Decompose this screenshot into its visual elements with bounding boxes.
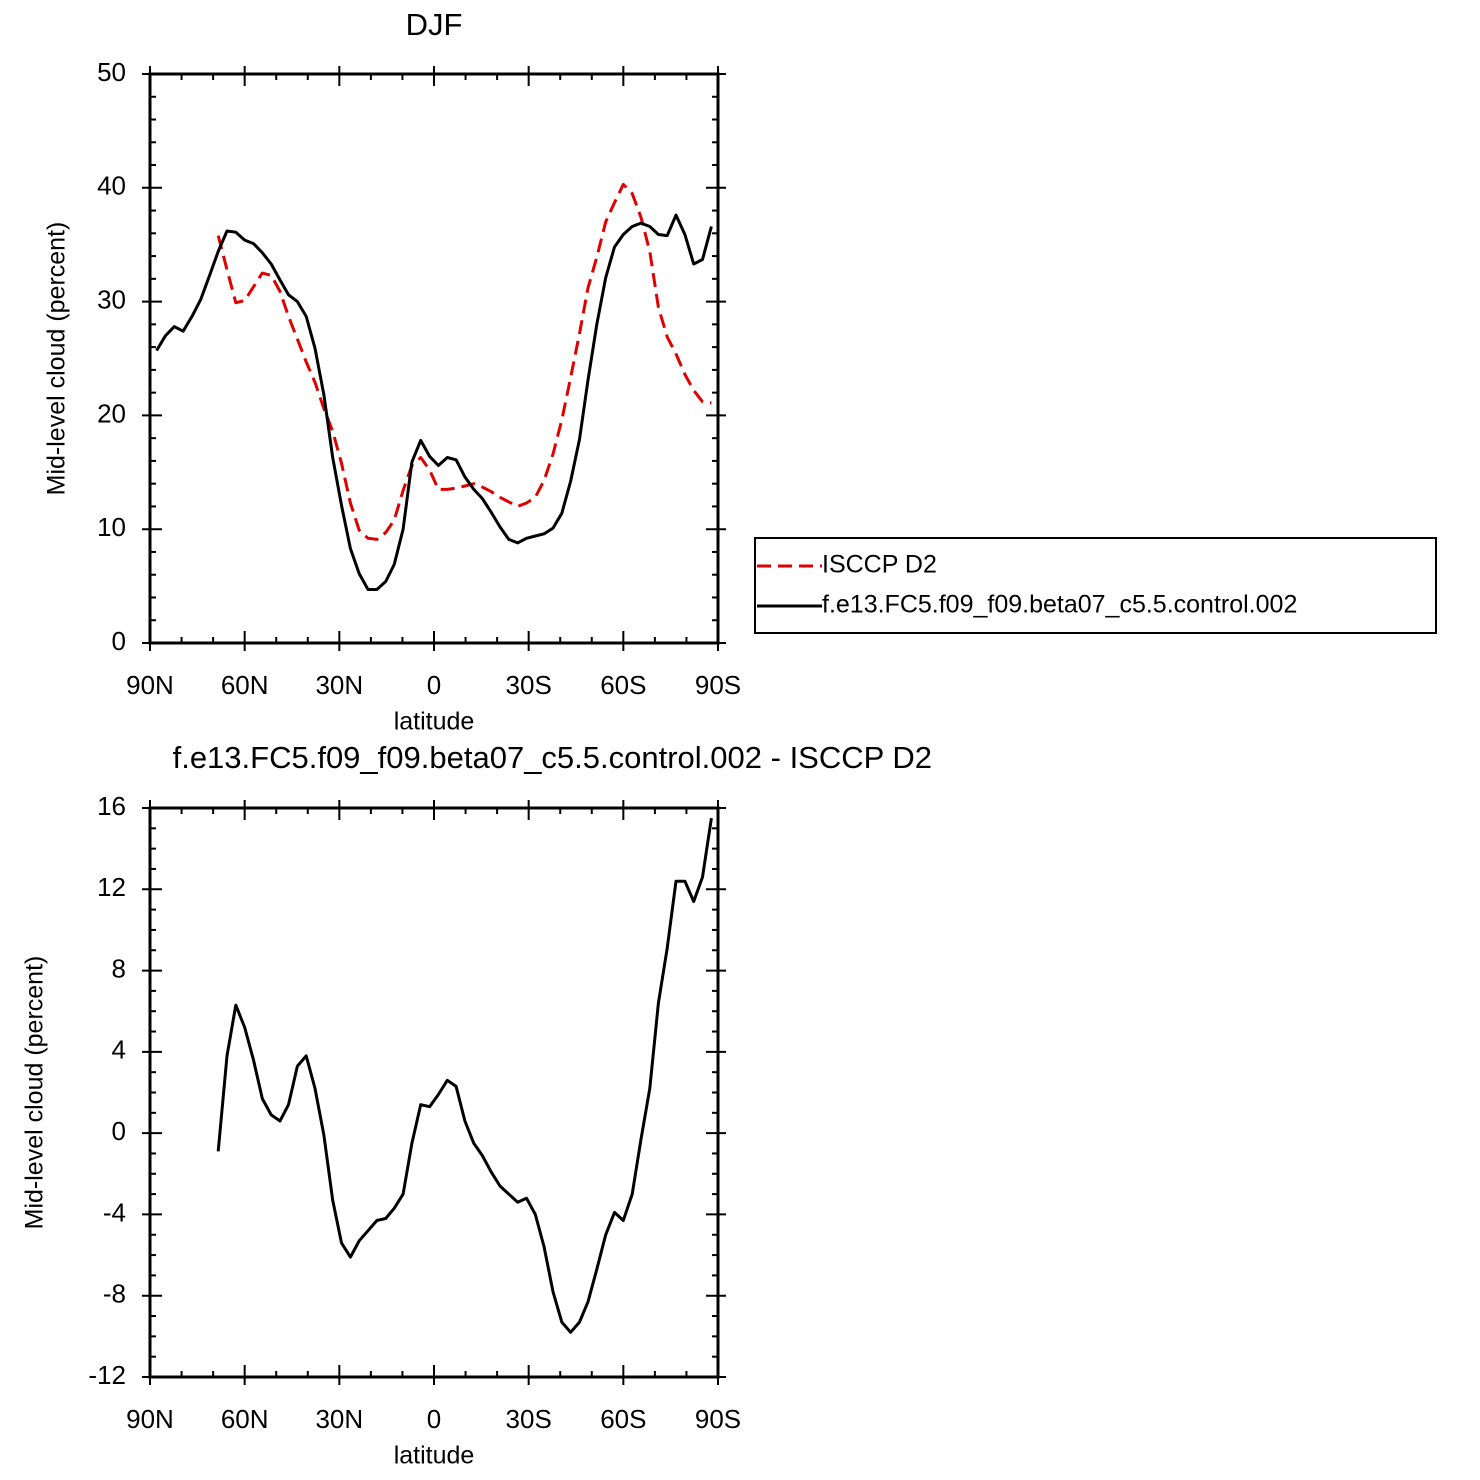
y-tick-label: -12 — [88, 1360, 126, 1390]
x-tick-label: 0 — [427, 670, 441, 700]
y-tick-label: 0 — [112, 626, 126, 656]
y-tick-label: 12 — [97, 872, 126, 902]
legend-label: ISCCP D2 — [822, 551, 937, 579]
y-tick-label: 50 — [97, 57, 126, 87]
y-axis-label: Mid-level cloud (percent) — [21, 956, 49, 1230]
x-tick-label: 90N — [126, 670, 174, 700]
legend-box — [754, 537, 1437, 634]
y-tick-label: 4 — [112, 1035, 126, 1065]
x-tick-label: 90S — [695, 670, 741, 700]
y-tick-label: 8 — [112, 953, 126, 983]
legend: ISCCP D2 f.e13.FC5.f09_f09.beta07_c5.5.co… — [754, 537, 1437, 634]
x-tick-label: 90N — [126, 1404, 174, 1434]
x-tick-label: 60N — [221, 1404, 269, 1434]
x-tick-label: 0 — [427, 1404, 441, 1434]
x-tick-label: 30N — [315, 670, 363, 700]
chart-title: f.e13.FC5.f09_f09.beta07_c5.5.control.00… — [173, 740, 932, 775]
data-line — [216, 182, 712, 541]
x-tick-label: 60N — [221, 670, 269, 700]
y-tick-label: 0 — [112, 1116, 126, 1146]
y-tick-label: 40 — [97, 171, 126, 201]
y-axis-label: Mid-level cloud (percent) — [43, 222, 71, 496]
y-tick-label: 10 — [97, 512, 126, 542]
y-tick-label: -4 — [103, 1197, 126, 1227]
data-line — [155, 213, 713, 591]
x-tick-label: 90S — [695, 1404, 741, 1434]
chart-title: DJF — [406, 7, 463, 42]
x-tick-label: 60S — [600, 1404, 646, 1434]
x-axis-label: latitude — [394, 1442, 475, 1470]
x-tick-label: 30N — [315, 1404, 363, 1434]
y-tick-label: 20 — [97, 398, 126, 428]
legend-label: f.e13.FC5.f09_f09.beta07_c5.5.control.00… — [822, 591, 1297, 619]
x-axis-label: latitude — [394, 708, 475, 736]
data-line — [216, 817, 713, 1334]
plot-frame — [148, 72, 720, 645]
x-tick-label: 60S — [600, 670, 646, 700]
plot-frame — [148, 806, 720, 1379]
y-tick-label: -8 — [103, 1279, 126, 1309]
x-tick-label: 30S — [506, 670, 552, 700]
y-tick-label: 16 — [97, 791, 126, 821]
x-tick-label: 30S — [506, 1404, 552, 1434]
y-tick-label: 30 — [97, 284, 126, 314]
